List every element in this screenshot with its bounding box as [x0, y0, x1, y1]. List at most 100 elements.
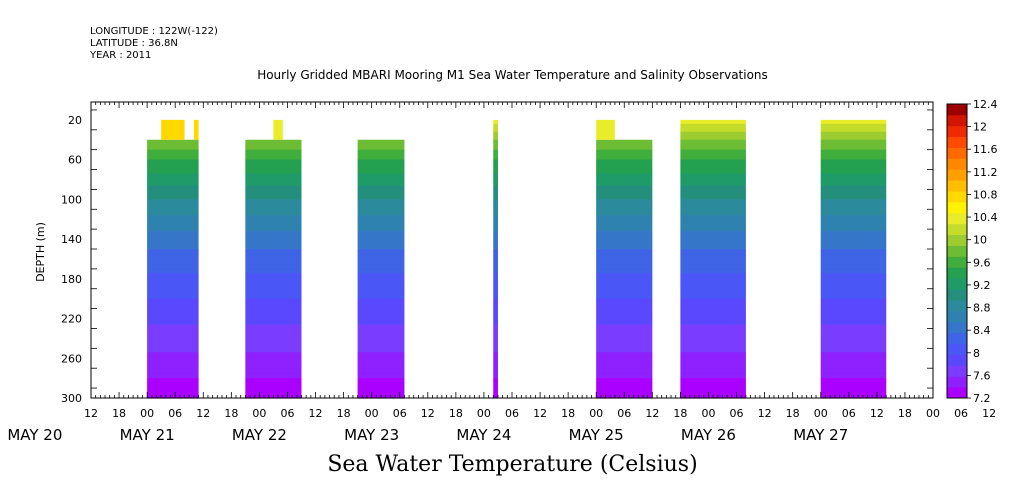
temperature-band [493, 324, 498, 328]
temperature-band [357, 157, 405, 161]
temperature-band [820, 215, 887, 218]
temperature-band [357, 340, 405, 343]
colorbar-label: 8 [973, 347, 980, 360]
temperature-band [493, 392, 498, 395]
temperature-band [147, 386, 199, 389]
temperature-band [596, 171, 653, 175]
temperature-band [493, 396, 498, 399]
temperature-band [147, 300, 199, 304]
temperature-band [680, 235, 746, 238]
temperature-band [357, 382, 405, 385]
temperature-band [680, 245, 746, 248]
temperature-band [493, 179, 498, 183]
temperature-band [493, 201, 498, 204]
temperature-band [147, 270, 199, 274]
temperature-band [596, 366, 653, 369]
temperature-band [820, 223, 887, 226]
temperature-band [493, 284, 498, 288]
temperature-band [245, 229, 302, 232]
temperature-band [147, 290, 199, 294]
temperature-band [680, 223, 746, 226]
temperature-band [680, 135, 746, 139]
temperature-band [357, 330, 405, 334]
temperature-band [493, 264, 498, 268]
temperature-band [147, 151, 199, 155]
colorbar-swatch [947, 332, 967, 344]
temperature-band [147, 237, 199, 240]
temperature-band [493, 227, 498, 230]
temperature-band [820, 352, 887, 355]
temperature-band [680, 157, 746, 161]
temperature-band [680, 129, 746, 133]
temperature-band [357, 280, 405, 284]
temperature-band [245, 189, 302, 192]
temperature-band [357, 231, 405, 234]
temperature-band [680, 177, 746, 181]
temperature-band [680, 151, 746, 155]
temperature-band [357, 209, 405, 212]
temperature-band [596, 175, 653, 179]
temperature-band [147, 368, 199, 371]
temperature-band [357, 241, 405, 244]
temperature-band [680, 344, 746, 347]
x-hour-tick-label: 06 [505, 407, 519, 420]
temperature-band [493, 155, 498, 159]
temperature-band [357, 352, 405, 355]
temperature-band [680, 137, 746, 141]
temperature-band [493, 334, 498, 338]
temperature-band [245, 155, 302, 159]
temperature-band [493, 239, 498, 242]
x-hour-tick-label: 12 [84, 407, 98, 420]
temperature-band [680, 320, 746, 324]
temperature-band [147, 358, 199, 361]
temperature-band [820, 320, 887, 324]
temperature-band [596, 207, 653, 210]
temperature-band [357, 368, 405, 371]
temperature-band [245, 330, 302, 334]
temperature-band [596, 219, 653, 222]
temperature-band [357, 262, 405, 266]
temperature-band [493, 368, 498, 371]
temperature-band [147, 167, 199, 171]
temperature-band [357, 197, 405, 200]
temperature-band [596, 239, 653, 242]
y-tick-label: 180 [61, 273, 82, 286]
temperature-band [820, 258, 887, 262]
temperature-band [820, 268, 887, 272]
temperature-band [147, 171, 199, 175]
data-block [680, 119, 746, 399]
temperature-band [596, 153, 653, 157]
temperature-band [680, 332, 746, 336]
temperature-band [493, 175, 498, 179]
x-hour-tick-label: 00 [589, 407, 603, 420]
temperature-band [147, 372, 199, 375]
temperature-band [245, 378, 302, 381]
temperature-band [596, 143, 653, 147]
temperature-band [680, 131, 746, 135]
temperature-band [147, 396, 199, 399]
x-day-label: MAY 21 [120, 426, 175, 444]
temperature-band [493, 318, 498, 322]
temperature-band [820, 390, 887, 393]
temperature-band [245, 274, 302, 278]
temperature-band [357, 256, 405, 260]
temperature-band [245, 235, 302, 238]
temperature-band [245, 370, 302, 373]
temperature-band [680, 374, 746, 377]
temperature-band [596, 316, 653, 320]
temperature-band [147, 354, 199, 357]
x-hour-tick-label: 00 [814, 407, 828, 420]
temperature-band [147, 338, 199, 341]
temperature-band [357, 356, 405, 359]
temperature-band [245, 149, 302, 153]
temperature-band [680, 322, 746, 326]
temperature-band [493, 133, 498, 137]
temperature-band [596, 382, 653, 385]
temperature-band [245, 141, 302, 145]
temperature-band [357, 233, 405, 236]
temperature-band [820, 286, 887, 290]
temperature-band [680, 352, 746, 355]
temperature-band [820, 384, 887, 387]
temperature-band [596, 356, 653, 359]
temperature-band [493, 302, 498, 306]
